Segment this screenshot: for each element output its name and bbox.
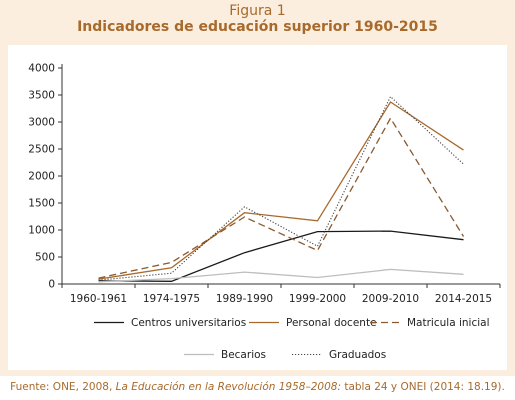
y-tick-label: 1500 [28, 198, 55, 210]
y-tick-label: 3000 [28, 117, 55, 129]
source-italic: La Educación en la Revolución 1958–2008: [115, 381, 341, 393]
legend-label-becarios: Becarios [221, 349, 266, 361]
legend-label-matricula: Matricula inicial [407, 317, 490, 329]
y-tick-label: 0 [48, 279, 55, 291]
series-line-centros [98, 230, 464, 282]
y-tick-label: 2000 [28, 171, 55, 183]
series-line-graduados [98, 95, 464, 281]
legend-label-graduados: Graduados [329, 349, 386, 361]
line-chart: 0 500 1000 1500 2000 2500 3000 3500 4000 1960-196… [28, 63, 501, 361]
y-tick-label: 3500 [28, 90, 55, 102]
source-note: Fuente: ONE, 2008, La Educación en la Re… [0, 381, 515, 393]
y-tick-label: 2500 [28, 144, 55, 156]
x-tick-label: 2009-2010 [362, 293, 419, 305]
figure-title: Indicadores de educación superior 1960-2… [77, 19, 438, 35]
x-tick-label: 1989-1990 [216, 293, 273, 305]
figure-panel: Figura 1 Indicadores de educación superi… [0, 0, 515, 376]
x-tick-label: 2014-2015 [435, 293, 492, 305]
x-tick-label: 1999-2000 [289, 293, 346, 305]
series-line-becarios [98, 268, 464, 283]
y-tick-label: 500 [35, 252, 55, 264]
x-tick-label: 1960-1961 [70, 293, 127, 305]
y-tick-label: 1000 [28, 225, 55, 237]
legend-label-centros: Centros universitarios [131, 317, 246, 329]
figure-label: Figura 1 [229, 3, 286, 19]
legend-label-personal: Personal docente [286, 317, 377, 329]
x-tick-label: 1974-1975 [143, 293, 200, 305]
series-line-matricula [98, 116, 465, 279]
source-suffix: tabla 24 y ONEI (2014: 18.19). [340, 381, 505, 393]
series-line-personal [98, 101, 464, 280]
plot-area: 0 500 1000 1500 2000 2500 3000 3500 4000 1960-196… [8, 45, 507, 370]
source-prefix: Fuente: ONE, 2008, [10, 381, 116, 393]
y-tick-label: 4000 [28, 63, 55, 75]
